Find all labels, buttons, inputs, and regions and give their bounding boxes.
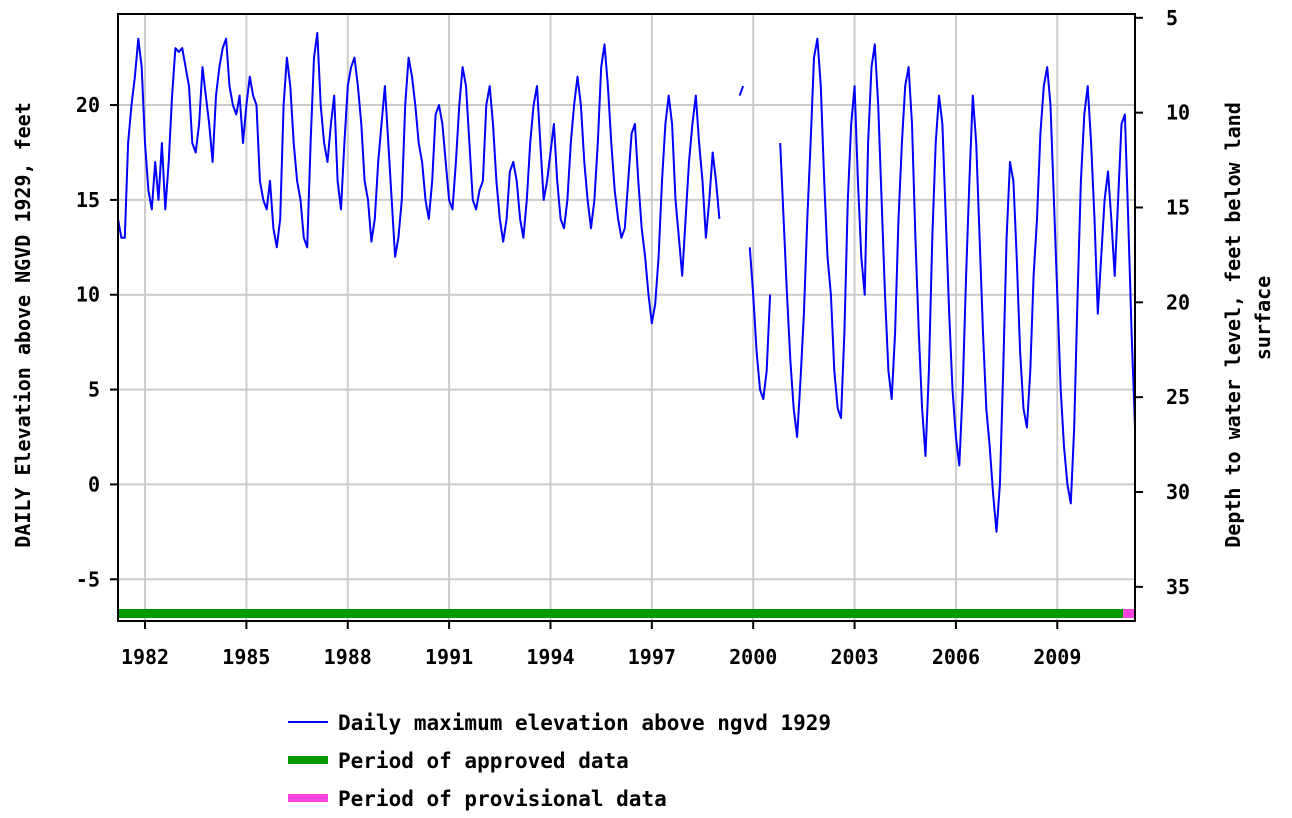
- y-axis-right-title-line2: surface: [1251, 276, 1275, 360]
- y-tick-label-right: 25: [1166, 385, 1190, 409]
- series-line-segment: [779, 37, 1136, 533]
- x-tick-label: 1982: [121, 645, 169, 669]
- y-tick-label-right: 30: [1166, 480, 1190, 504]
- data-periods: [118, 609, 1135, 618]
- y-tick-label-left: -5: [76, 567, 100, 591]
- legend: Daily maximum elevation above ngvd 1929 …: [288, 711, 831, 811]
- y-axis-right-title-line1: Depth to water level, feet below land: [1221, 102, 1245, 548]
- y-tick-label-left: 0: [88, 472, 100, 496]
- x-tick-label: 1994: [526, 645, 574, 669]
- legend-swatch-approved: [288, 756, 328, 764]
- x-tick-label: 2009: [1033, 645, 1081, 669]
- plot-frame: [117, 13, 1136, 622]
- series-line-segment: [738, 85, 745, 96]
- legend-label-provisional: Period of provisional data: [338, 787, 667, 811]
- x-tick-label: 2006: [932, 645, 980, 669]
- series-daily-maximum: [117, 32, 1136, 533]
- provisional-period-bar: [1123, 609, 1135, 618]
- y-tick-label-left: 20: [76, 93, 100, 117]
- x-tick-label: 1991: [425, 645, 473, 669]
- y-tick-label-right: 15: [1166, 195, 1190, 219]
- legend-label-series: Daily maximum elevation above ngvd 1929: [338, 711, 831, 735]
- y-tick-label-right: 5: [1166, 6, 1178, 30]
- y-axis-right: 35 30 25 20 15 10 5: [1135, 6, 1190, 599]
- series-line-segment: [117, 32, 721, 325]
- y-tick-label-right: 10: [1166, 101, 1190, 125]
- x-tick-label: 2000: [729, 645, 777, 669]
- y-axis-left-title: DAILY Elevation above NGVD 1929, feet: [11, 102, 35, 548]
- x-tick-label: 2003: [830, 645, 878, 669]
- y-tick-label-right: 20: [1166, 290, 1190, 314]
- approved-period-bar: [118, 609, 1124, 618]
- y-tick-label-left: 10: [76, 283, 100, 307]
- x-tick-label: 1985: [222, 645, 270, 669]
- x-tick-label: 1988: [324, 645, 372, 669]
- y-tick-label-left: 5: [88, 378, 100, 402]
- y-tick-label-right: 35: [1166, 575, 1190, 599]
- legend-swatch-provisional: [288, 794, 328, 802]
- x-axis: 1982 1985 1988 1991 1994 1997 2000 2003 2006 2009: [121, 621, 1081, 669]
- x-tick-label: 1997: [628, 645, 676, 669]
- y-axis-left: -5 0 5 10 15 20: [76, 93, 118, 591]
- y-tick-label-left: 15: [76, 188, 100, 212]
- legend-label-approved: Period of approved data: [338, 749, 629, 773]
- series-line-segment: [748, 247, 772, 401]
